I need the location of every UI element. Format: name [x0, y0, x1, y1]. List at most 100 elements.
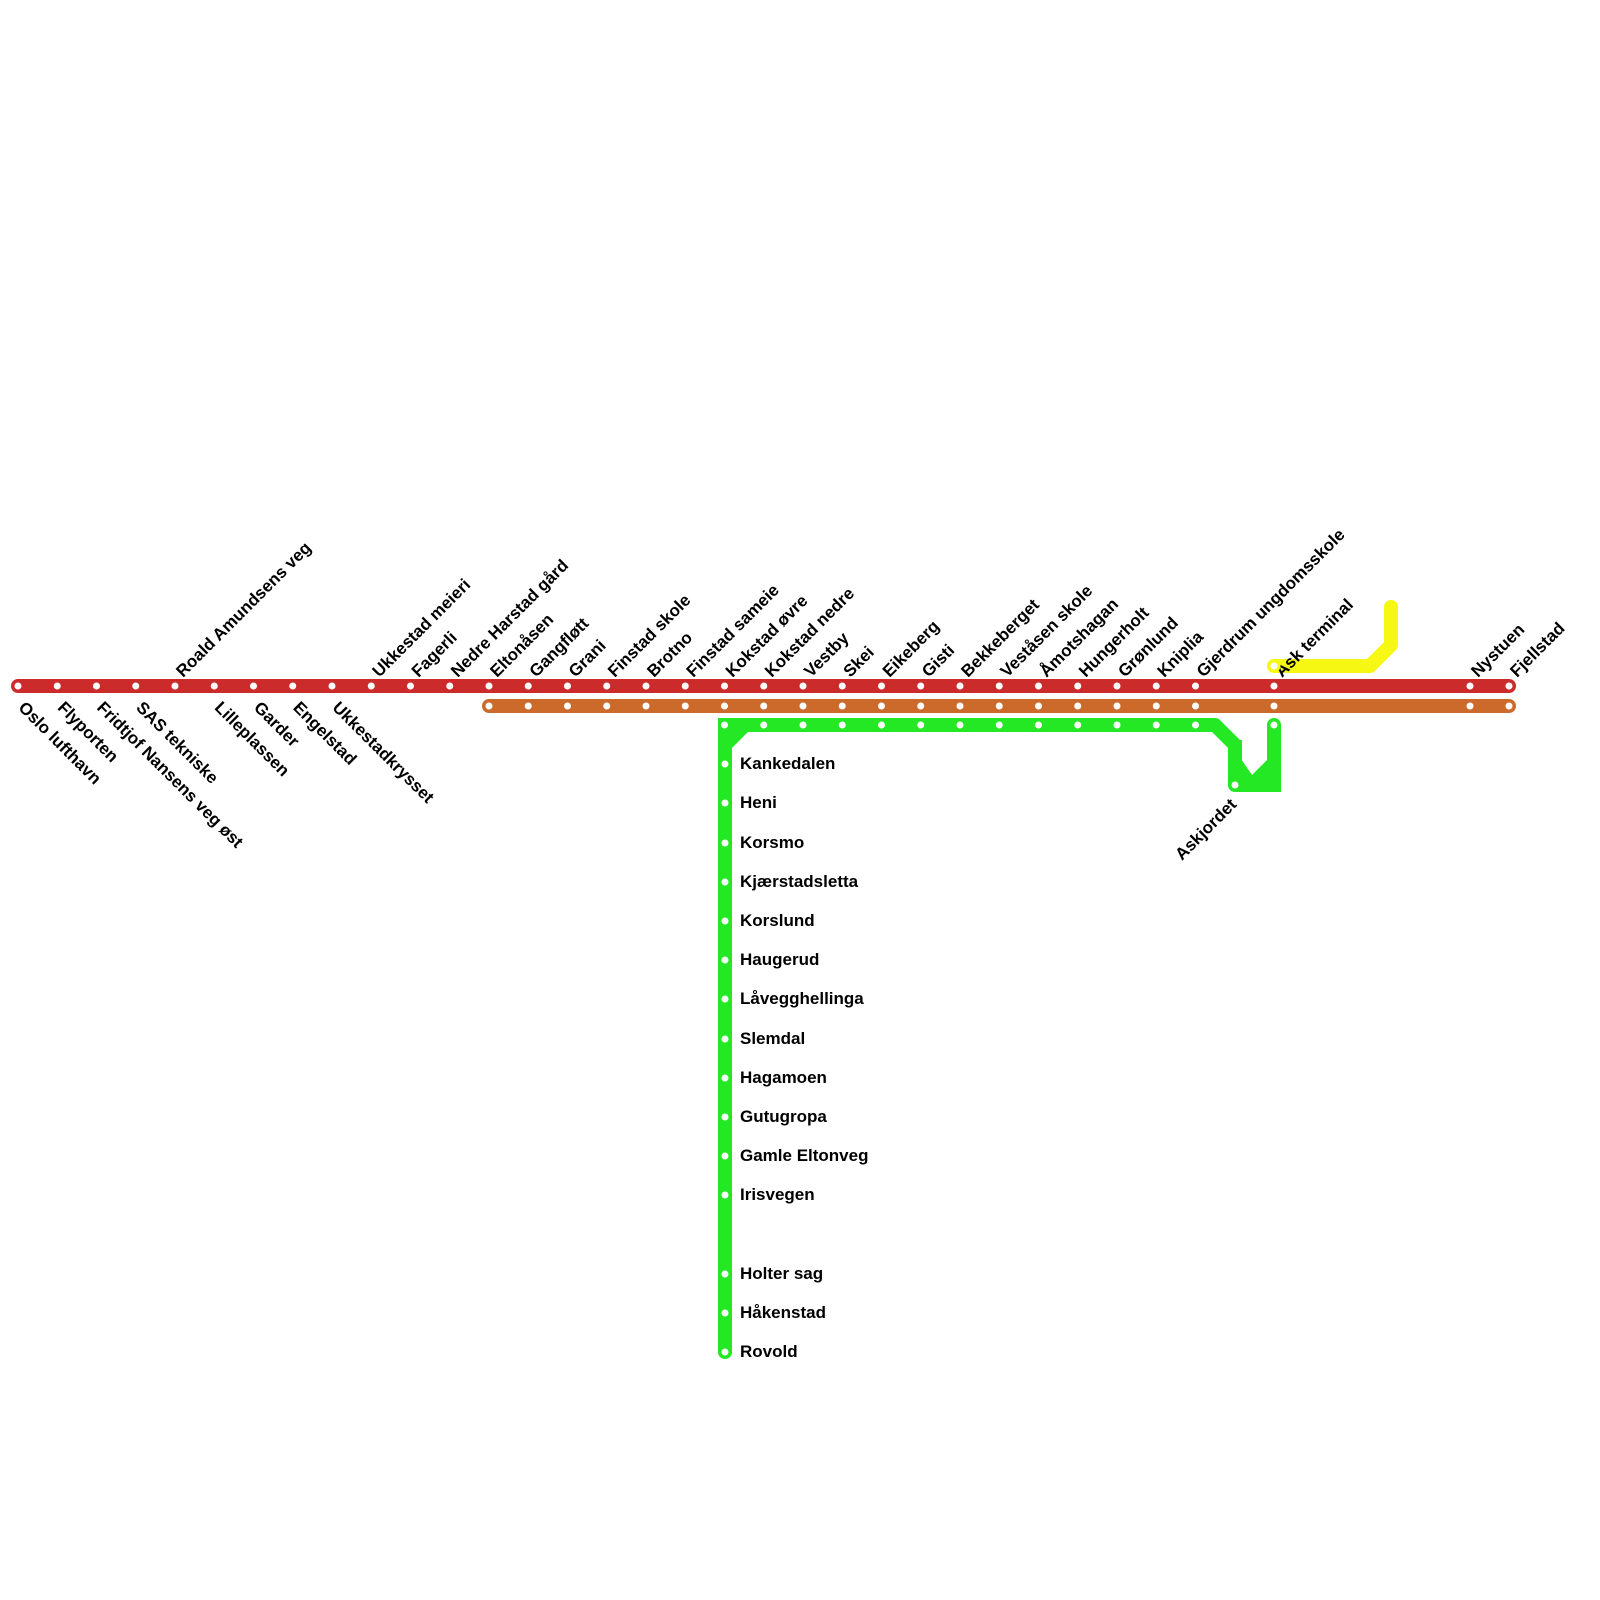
- green-station[interactable]: [718, 875, 732, 889]
- red-station[interactable]: [482, 679, 496, 693]
- station-label: Gutugropa: [740, 1107, 827, 1126]
- green-station[interactable]: [718, 796, 732, 810]
- green-station[interactable]: [953, 718, 967, 732]
- orange-station[interactable]: [992, 699, 1006, 713]
- green-station[interactable]: [718, 1267, 732, 1281]
- green-station[interactable]: [718, 953, 732, 967]
- green-station[interactable]: [718, 1032, 732, 1046]
- red-station[interactable]: [1267, 679, 1281, 693]
- green-station[interactable]: [1110, 718, 1124, 732]
- station-label: Korsmo: [740, 833, 804, 852]
- red-station[interactable]: [678, 679, 692, 693]
- green-station[interactable]: [1149, 718, 1163, 732]
- green-station[interactable]: [757, 718, 771, 732]
- red-station[interactable]: [521, 679, 535, 693]
- station-label: Holter sag: [740, 1264, 823, 1283]
- red-station[interactable]: [561, 679, 574, 693]
- orange-station[interactable]: [914, 699, 928, 713]
- red-station[interactable]: [757, 679, 771, 693]
- orange-station[interactable]: [1110, 699, 1124, 713]
- red-station[interactable]: [168, 679, 182, 693]
- orange-station[interactable]: [953, 699, 967, 713]
- station-label: Låvegghellinga: [740, 989, 864, 1008]
- station-label: Kjærstadsletta: [740, 872, 859, 891]
- red-station[interactable]: [364, 679, 378, 693]
- green-station[interactable]: [718, 1071, 732, 1085]
- yellow-line: [1267, 600, 1398, 673]
- red-station[interactable]: [247, 679, 260, 693]
- yellow-station[interactable]: [1267, 659, 1281, 673]
- red-station[interactable]: [90, 679, 103, 693]
- red-station[interactable]: [718, 679, 731, 693]
- orange-station[interactable]: [1267, 699, 1281, 713]
- red-station[interactable]: [600, 679, 614, 693]
- orange-station[interactable]: [1071, 699, 1085, 713]
- green-station[interactable]: [1071, 718, 1085, 732]
- orange-station[interactable]: [600, 699, 614, 713]
- station-label: Haugerud: [740, 950, 819, 969]
- green-station[interactable]: [1267, 718, 1281, 732]
- station-label: Korslund: [740, 911, 815, 930]
- red-station[interactable]: [796, 679, 810, 693]
- red-station[interactable]: [1110, 679, 1124, 693]
- orange-station[interactable]: [639, 699, 653, 713]
- red-station[interactable]: [404, 679, 417, 693]
- green-station[interactable]: [718, 1345, 732, 1359]
- green-station[interactable]: [718, 914, 732, 928]
- green-station[interactable]: [718, 1149, 732, 1163]
- station-label: Askjordet: [1171, 795, 1240, 864]
- red-station[interactable]: [11, 679, 25, 693]
- red-station[interactable]: [325, 679, 339, 693]
- red-station[interactable]: [129, 679, 143, 693]
- red-station[interactable]: [914, 679, 928, 693]
- green-station[interactable]: [718, 1306, 732, 1320]
- orange-station[interactable]: [835, 699, 849, 713]
- station-label: Gjerdrum ungdomsskole: [1193, 525, 1349, 681]
- red-station[interactable]: [992, 679, 1006, 693]
- orange-station[interactable]: [1189, 699, 1202, 713]
- green-station[interactable]: [914, 718, 928, 732]
- green-loop-fill: [1228, 740, 1281, 792]
- orange-station[interactable]: [1502, 699, 1516, 713]
- red-station[interactable]: [835, 679, 849, 693]
- green-station[interactable]: [718, 757, 732, 771]
- orange-station[interactable]: [1032, 699, 1045, 713]
- red-station[interactable]: [50, 679, 64, 693]
- red-station[interactable]: [953, 679, 967, 693]
- green-station[interactable]: [718, 992, 732, 1006]
- station-label: Roald Amundsens veg: [172, 538, 315, 681]
- station-label: Rovold: [740, 1342, 798, 1361]
- red-station[interactable]: [875, 679, 888, 693]
- orange-station[interactable]: [561, 699, 574, 713]
- green-station[interactable]: [718, 1110, 732, 1124]
- orange-station[interactable]: [521, 699, 535, 713]
- green-station[interactable]: [718, 1188, 732, 1202]
- orange-station[interactable]: [1149, 699, 1163, 713]
- green-station[interactable]: [718, 718, 731, 732]
- green-station[interactable]: [718, 836, 732, 850]
- red-station[interactable]: [1149, 679, 1163, 693]
- red-station[interactable]: [207, 679, 221, 693]
- orange-station[interactable]: [482, 699, 496, 713]
- green-station[interactable]: [992, 718, 1006, 732]
- red-station[interactable]: [1032, 679, 1045, 693]
- orange-station[interactable]: [796, 699, 810, 713]
- orange-station[interactable]: [757, 699, 771, 713]
- red-station[interactable]: [1071, 679, 1085, 693]
- green-station[interactable]: [1228, 778, 1242, 792]
- red-station[interactable]: [1189, 679, 1202, 693]
- red-station[interactable]: [443, 679, 457, 693]
- green-station[interactable]: [875, 718, 888, 732]
- red-station[interactable]: [639, 679, 653, 693]
- green-station[interactable]: [1032, 718, 1045, 732]
- green-station[interactable]: [835, 718, 849, 732]
- orange-station[interactable]: [678, 699, 692, 713]
- orange-station[interactable]: [875, 699, 888, 713]
- green-station[interactable]: [796, 718, 810, 732]
- red-station[interactable]: [286, 679, 300, 693]
- red-station[interactable]: [1502, 679, 1516, 693]
- orange-station[interactable]: [1463, 699, 1477, 713]
- orange-station[interactable]: [718, 699, 731, 713]
- green-station[interactable]: [1189, 718, 1202, 732]
- red-station[interactable]: [1463, 679, 1477, 693]
